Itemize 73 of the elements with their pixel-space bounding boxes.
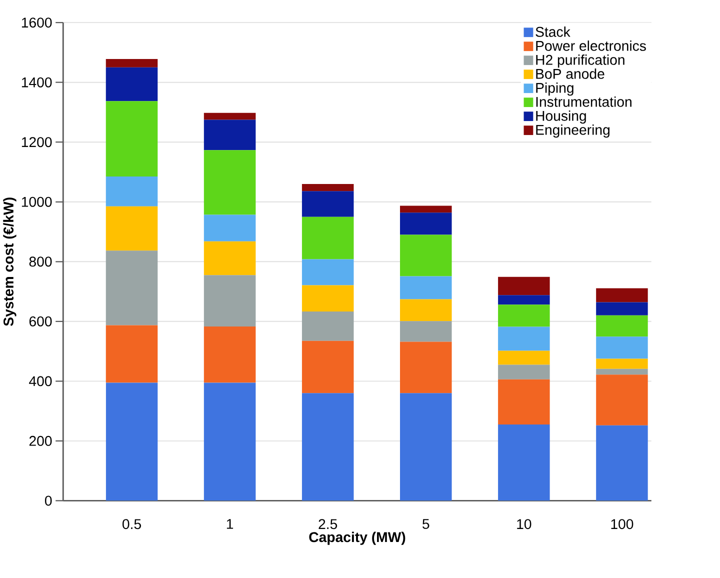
y-tick-label: 600 <box>29 316 52 326</box>
bar <box>498 424 550 501</box>
legend-label: BoP anode <box>536 68 604 79</box>
bar <box>302 191 354 217</box>
bar <box>204 112 256 120</box>
bar <box>498 350 550 365</box>
y-tick-label: 400 <box>29 376 52 386</box>
bar <box>498 304 550 327</box>
bar <box>498 295 550 305</box>
bar <box>204 150 256 215</box>
bar <box>106 206 158 251</box>
bar <box>302 259 354 286</box>
bar <box>106 67 158 102</box>
y-axis-title: System cost (€/kW) <box>3 198 16 326</box>
x-tick-label: 2.5 <box>318 519 338 530</box>
bar <box>498 379 550 425</box>
legend-label: Engineering <box>536 124 610 138</box>
x-tick-label: 100 <box>611 519 634 530</box>
bar <box>400 299 452 322</box>
bar <box>596 358 648 369</box>
legend-label: Housing <box>536 110 586 124</box>
bar <box>106 325 158 383</box>
y-tick-label: 200 <box>29 436 52 446</box>
bar <box>204 241 256 276</box>
bar <box>302 285 354 312</box>
bar <box>302 340 354 394</box>
legend-label: Instrumentation <box>536 96 632 107</box>
bar <box>106 176 158 206</box>
y-tick-label: 1600 <box>22 18 52 28</box>
bar <box>400 393 452 501</box>
y-tick-label: 1400 <box>22 77 52 88</box>
bar <box>596 374 648 426</box>
bar <box>106 382 158 501</box>
bar <box>596 288 648 302</box>
x-tick-label: 10 <box>517 519 532 530</box>
bar <box>400 321 452 342</box>
bar <box>204 382 256 501</box>
bar <box>204 120 256 150</box>
y-tick-label: 800 <box>29 256 52 267</box>
bar <box>400 212 452 235</box>
y-tick-label: 0 <box>44 496 52 506</box>
bar <box>498 276 550 296</box>
bar <box>302 393 354 501</box>
x-tick-label: 1 <box>226 519 234 529</box>
bar <box>596 425 648 501</box>
bar <box>400 234 452 276</box>
bar <box>302 312 354 341</box>
bar <box>400 342 452 394</box>
bar <box>204 214 256 242</box>
bar <box>302 216 354 260</box>
x-axis-title: Capacity (MW) <box>309 532 406 545</box>
bar <box>596 302 648 316</box>
bar <box>498 364 550 380</box>
bar <box>400 206 452 213</box>
bar <box>400 276 452 300</box>
bar <box>106 101 158 177</box>
legend-label: Piping <box>536 82 574 96</box>
bar <box>106 250 158 326</box>
bar <box>302 184 354 192</box>
y-tick-label: 1200 <box>22 137 52 148</box>
legend-label: Stack <box>536 26 570 37</box>
bar <box>204 275 256 327</box>
y-tick-label: 1000 <box>22 196 52 207</box>
bar <box>204 326 256 383</box>
x-tick-label: 5 <box>422 519 430 529</box>
bar <box>106 59 158 68</box>
bar <box>596 336 648 359</box>
bar <box>596 315 648 337</box>
legend-label: Power electronics <box>536 40 646 51</box>
bar <box>596 368 648 375</box>
legend-label: H2 purification <box>536 54 624 68</box>
x-tick-label: 0.5 <box>122 519 141 530</box>
bar <box>498 326 550 351</box>
